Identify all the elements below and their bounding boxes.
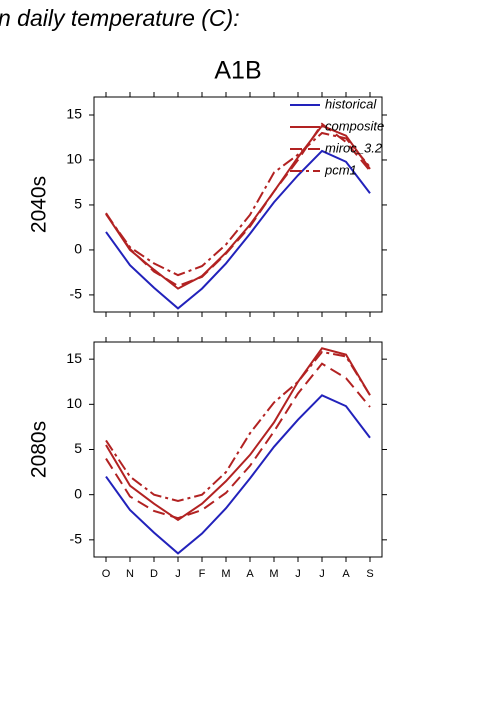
legend-label: pcm1 xyxy=(324,162,357,177)
y-tick-label: 15 xyxy=(66,106,82,122)
x-tick-label: O xyxy=(102,568,111,580)
x-tick-label: A xyxy=(342,568,350,580)
x-tick-label: D xyxy=(150,568,158,580)
series-line xyxy=(105,149,371,310)
series-line xyxy=(105,394,371,555)
legend-label: historical xyxy=(325,96,377,111)
y-tick-label: 10 xyxy=(66,151,82,167)
y-tick-label: -5 xyxy=(70,286,83,302)
series-line xyxy=(105,347,371,522)
series-line xyxy=(105,131,371,277)
series-line xyxy=(105,362,371,520)
y-tick-label: 10 xyxy=(66,395,82,411)
series-line xyxy=(105,122,371,288)
y-tick-label: 5 xyxy=(74,196,82,212)
x-tick-label: M xyxy=(221,568,230,580)
y-tick-label: 5 xyxy=(74,440,82,456)
x-tick-label: S xyxy=(366,568,373,580)
y-axis-label: 2080s xyxy=(28,421,51,478)
x-tick-label: J xyxy=(295,568,301,580)
y-tick-label: 15 xyxy=(66,350,82,366)
x-tick-label: F xyxy=(199,568,206,580)
x-tick-label: J xyxy=(175,568,181,580)
y-tick-label: 0 xyxy=(74,241,82,257)
series-line xyxy=(105,350,371,503)
page-title: n daily temperature (C): xyxy=(0,5,240,31)
legend-label: miroc_3.2 xyxy=(325,140,383,155)
y-axis-label: 2040s xyxy=(28,176,51,233)
subtitle: A1B xyxy=(214,57,261,85)
legend-label: composite xyxy=(325,118,384,133)
x-tick-label: N xyxy=(126,568,134,580)
y-tick-label: 0 xyxy=(74,485,82,501)
y-tick-label: -5 xyxy=(70,531,83,547)
x-tick-label: A xyxy=(246,568,254,580)
x-tick-label: J xyxy=(319,568,325,580)
x-tick-label: M xyxy=(269,568,278,580)
